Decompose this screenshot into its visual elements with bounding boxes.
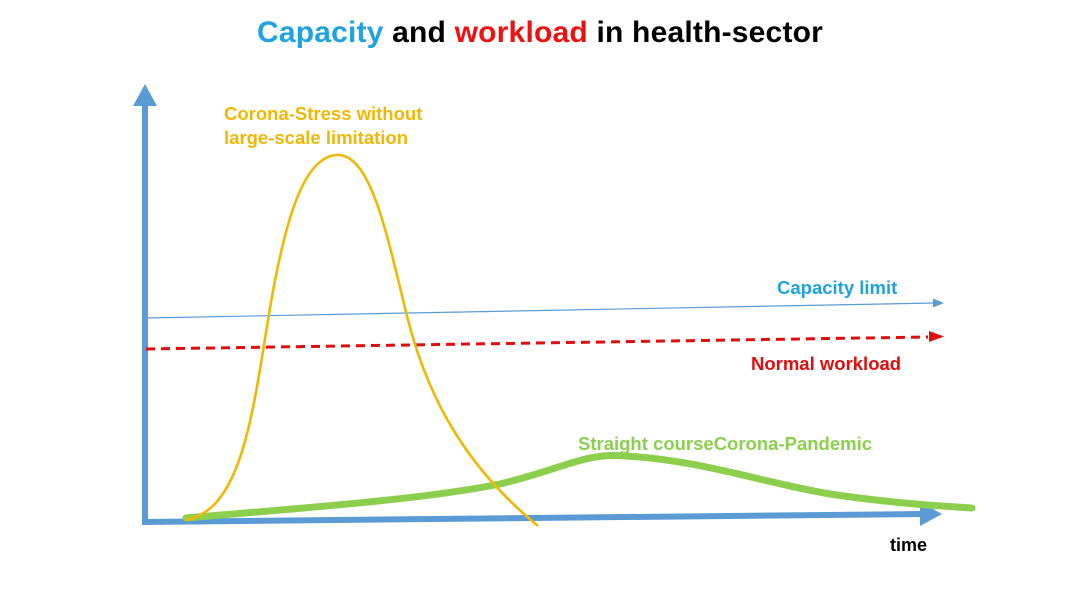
title-capacity: Capacity [256, 16, 384, 49]
straight-course-curve [182, 451, 976, 522]
x-axis [141, 511, 923, 525]
title-health-sector: in health-sector [587, 16, 824, 49]
corona-stress-label: Corona-Stress without large-scale limita… [224, 102, 422, 150]
capacity-limit-arrowhead [933, 298, 944, 308]
diagram-title: Capacity and workload in health-sector [0, 16, 1080, 50]
normal-workload-line [145, 335, 929, 351]
normal-workload-label: Normal workload [751, 353, 902, 374]
y-axis-arrowhead [133, 84, 157, 106]
capacity-limit-line [145, 302, 935, 319]
normal-workload-arrowhead [929, 331, 944, 342]
straight-course-label: Straight courseCorona-Pandemic [578, 433, 873, 454]
title-workload: workload [454, 16, 588, 49]
corona-stress-label-line2: large-scale limitation [224, 127, 409, 148]
title-and: and [383, 16, 455, 49]
corona-stress-curve [185, 153, 539, 528]
capacity-limit-label: Capacity limit [777, 277, 898, 298]
corona-stress-label-line1: Corona-Stress without [224, 103, 423, 124]
time-axis-label: time [890, 535, 928, 555]
